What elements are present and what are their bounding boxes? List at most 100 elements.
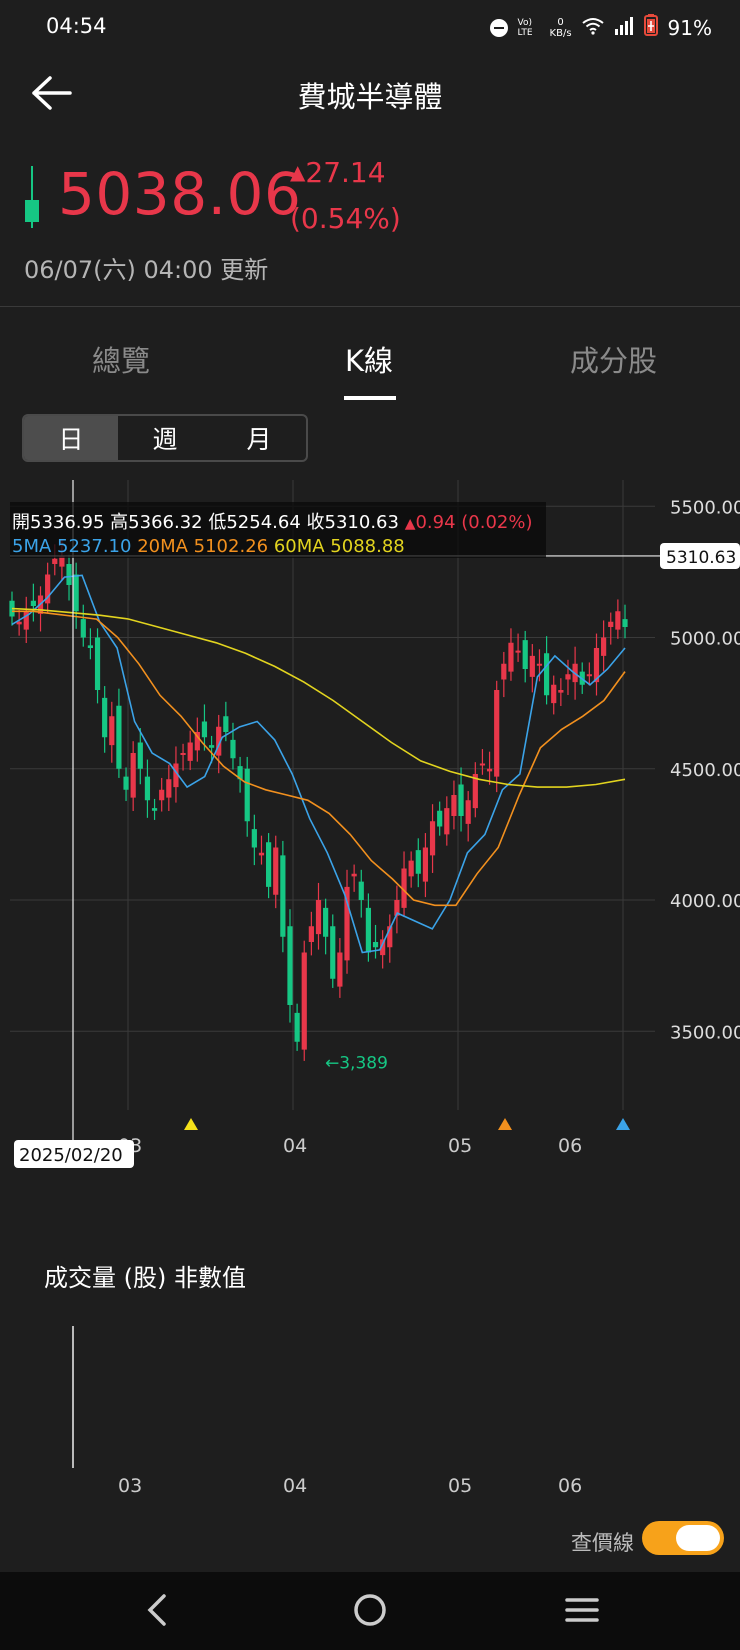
candle-body <box>415 850 421 874</box>
candle-body <box>230 739 236 759</box>
candle-body <box>137 742 143 769</box>
candle-body <box>458 784 464 816</box>
candle-body <box>422 847 429 882</box>
candle-body <box>102 697 108 738</box>
candle-body <box>444 808 450 835</box>
candle-body <box>501 663 507 680</box>
event-marker-icon <box>616 1118 630 1130</box>
tab-overview[interactable]: 總覽 <box>92 344 151 378</box>
candle-body <box>301 952 307 1050</box>
wifi-icon <box>581 16 604 40</box>
candle-body <box>536 663 543 666</box>
candle-body <box>372 942 379 948</box>
candle-body <box>280 855 286 937</box>
y-tick-label: 5500.00 <box>670 497 740 518</box>
volume-x-tick-label: 06 <box>558 1475 582 1497</box>
crosshair-date-label: 2025/02/20 <box>19 1145 123 1166</box>
low-value: 低5254.64 <box>208 512 301 533</box>
candle-body <box>208 745 215 748</box>
volume-x-tick-label: 05 <box>448 1475 472 1497</box>
high-value: 高5366.32 <box>110 512 203 533</box>
candle-body <box>151 808 158 811</box>
index-price: 5038.06 <box>58 160 302 228</box>
candle-body <box>437 810 443 827</box>
open-value: 開5336.95 <box>12 512 105 533</box>
ohlc-line: 開5336.95 高5366.32 低5254.64 收5310.63 ▲0.9… <box>12 508 533 534</box>
x-tick-label: 04 <box>283 1135 307 1157</box>
period-day[interactable]: 日 <box>24 416 118 460</box>
candle-body <box>608 621 614 627</box>
candle-body <box>266 842 272 887</box>
day-change: ▲0.94 (0.02%) <box>404 512 533 533</box>
candle-body <box>87 645 94 648</box>
crosshair-price-box <box>660 542 740 569</box>
candle-body <box>401 868 407 908</box>
candle-body <box>543 653 550 696</box>
candle-body <box>323 907 329 937</box>
candle-body <box>216 726 222 756</box>
candle-body <box>273 847 279 895</box>
volume-title: 成交量 (股) 非數值 <box>44 1264 246 1292</box>
divider <box>0 306 740 307</box>
period-week[interactable]: 週 <box>152 425 178 454</box>
page-title: 費城半導體 <box>297 80 443 114</box>
ma-line: 5MA 5237.10 20MA 5102.26 60MA 5088.88 <box>12 536 405 557</box>
candle-body <box>615 611 621 630</box>
candle-body <box>486 768 493 772</box>
nav-home-icon[interactable] <box>352 1592 388 1628</box>
candle-body <box>365 907 371 953</box>
candle-body <box>494 690 500 777</box>
back-button[interactable] <box>28 72 74 114</box>
period-selector: 日 週 月 <box>22 414 308 462</box>
mini-candle-icon <box>22 166 42 228</box>
crosshair-toggle-label: 查價線 <box>571 1531 634 1555</box>
candle-body <box>116 705 122 769</box>
status-bar: 04:54 Vo) LTE 0 KB/s 91% <box>0 0 740 56</box>
candle-body <box>23 611 29 630</box>
candle-body <box>52 558 58 564</box>
kline-chart[interactable]: 5500.005000.004500.004000.003500.0003040… <box>0 470 740 1230</box>
y-tick-label: 4500.00 <box>670 760 740 781</box>
battery-icon <box>643 14 658 41</box>
candle-body <box>429 821 436 856</box>
candle-body <box>508 642 514 672</box>
volume-x-tick-label: 04 <box>283 1475 307 1497</box>
candle-body <box>30 600 36 606</box>
candle-body <box>515 650 521 653</box>
candle-body <box>358 881 364 900</box>
candle-body <box>180 753 186 755</box>
dnd-icon <box>489 18 508 37</box>
x-tick-label: 06 <box>558 1135 582 1157</box>
candle-body <box>73 574 79 612</box>
candle-body <box>194 732 200 751</box>
candle-body <box>16 621 22 625</box>
candle-body <box>251 829 257 848</box>
candle-body <box>601 637 607 656</box>
candle-body <box>551 684 557 704</box>
tab-kline[interactable]: K線 <box>345 344 394 378</box>
back-arrow-icon <box>32 76 72 110</box>
candle-body <box>223 716 229 732</box>
tab-constituents[interactable]: 成分股 <box>570 344 658 378</box>
candle-body <box>166 779 172 798</box>
candle-body <box>159 789 165 801</box>
nav-recents-icon[interactable] <box>564 1592 600 1628</box>
candle-body <box>315 900 322 935</box>
candle-body <box>472 774 478 809</box>
update-time: 06/07(六) 04:00 更新 <box>24 256 269 284</box>
up-triangle-icon: ▲ <box>290 160 306 184</box>
candle-body <box>237 766 243 780</box>
battery-level: 91% <box>667 15 712 40</box>
candle-body <box>465 800 471 824</box>
candle-body <box>522 640 528 669</box>
up-triangle-icon: ▲ <box>404 516 416 532</box>
toggle-knob <box>676 1525 720 1551</box>
ma20-value: 20MA 5102.26 <box>137 536 269 557</box>
candle-body <box>130 753 136 798</box>
price-change: ▲27.14 <box>290 156 386 189</box>
crosshair-toggle[interactable] <box>642 1521 724 1555</box>
period-month[interactable]: 月 <box>246 425 272 454</box>
x-tick-label: 05 <box>448 1135 472 1157</box>
nav-back-icon[interactable] <box>140 1592 176 1628</box>
event-marker-icon <box>498 1118 512 1130</box>
